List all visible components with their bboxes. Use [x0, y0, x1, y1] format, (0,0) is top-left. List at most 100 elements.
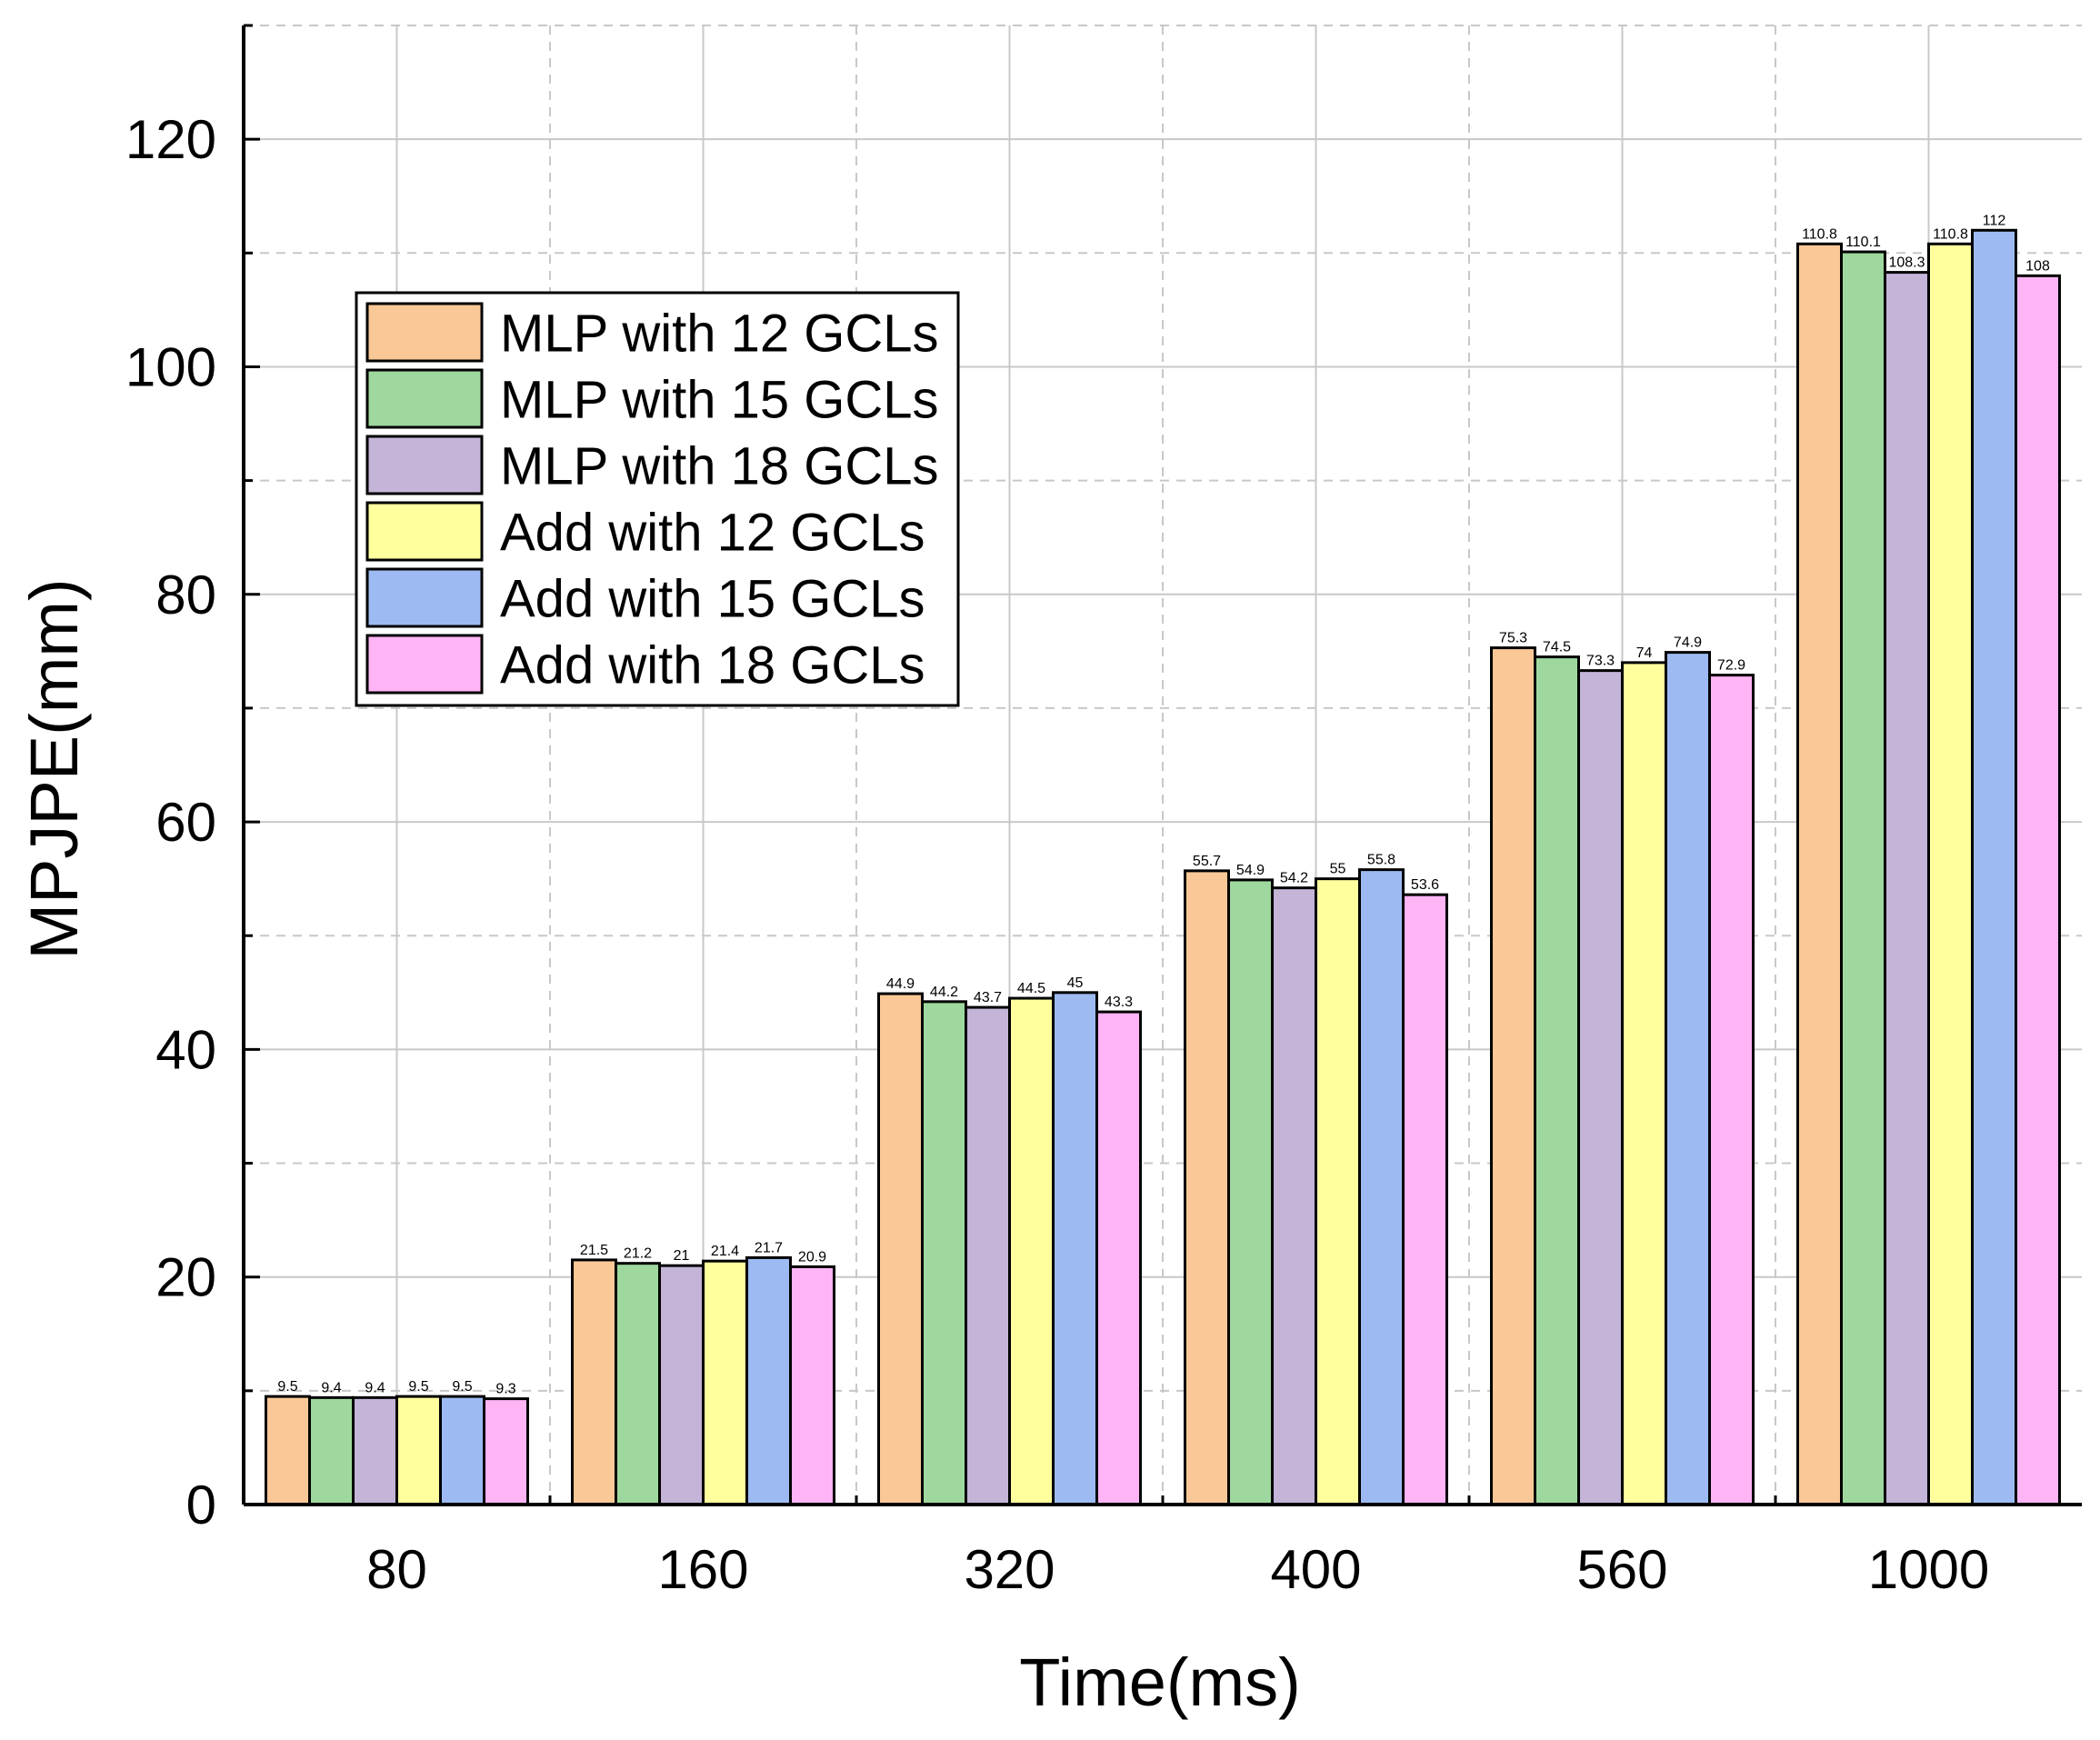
data-label: 9.3 [495, 1382, 515, 1397]
legend-swatch [365, 435, 484, 495]
data-label: 110.1 [1845, 235, 1881, 250]
x-tick-label: 80 [366, 1539, 427, 1600]
bar [1884, 271, 1930, 1506]
data-label: 72.9 [1717, 658, 1745, 674]
data-label: 74.9 [1674, 635, 1702, 651]
y-tick-label: 80 [155, 565, 216, 625]
y-tick-label: 20 [155, 1247, 216, 1308]
bar [571, 1258, 617, 1506]
data-label: 44.5 [1017, 981, 1045, 996]
legend-label: Add with 15 GCLs [500, 570, 925, 629]
data-label: 74.5 [1543, 640, 1571, 655]
bar [1271, 886, 1317, 1506]
bar [1490, 646, 1536, 1506]
data-label: 55.8 [1367, 853, 1395, 868]
axes [242, 24, 2082, 1506]
legend-swatch [365, 567, 484, 628]
bar [1402, 893, 1448, 1506]
bar [921, 1000, 967, 1506]
data-label: 112 [1983, 213, 2006, 228]
data-label: 9.5 [277, 1379, 297, 1395]
legend-swatch [365, 501, 484, 562]
x-tick-label: 320 [964, 1539, 1055, 1600]
legend-label: Add with 18 GCLs [500, 636, 925, 695]
data-label: 21.7 [755, 1240, 783, 1255]
bar [1358, 868, 1405, 1506]
y-tick-label: 60 [155, 792, 216, 853]
legend-swatch [365, 302, 484, 363]
legend-label: MLP with 12 GCLs [500, 305, 938, 364]
bar [658, 1264, 705, 1506]
bar [1577, 669, 1624, 1506]
bar [745, 1255, 792, 1506]
bars [265, 228, 2061, 1506]
data-label: 53.6 [1411, 877, 1439, 893]
x-tick-label: 160 [657, 1539, 748, 1600]
data-label: 54.2 [1280, 871, 1308, 886]
data-label: 21.5 [580, 1243, 608, 1258]
bar [877, 992, 924, 1506]
data-labels: 9.5 9.4 9.4 9.5 9.5 9.3 21.5 21.2 21 21.4 21.7 20.9… [277, 213, 2050, 1396]
y-tick-label: 40 [155, 1019, 216, 1080]
bar [1621, 661, 1667, 1506]
data-label: 9.4 [321, 1380, 341, 1395]
y-tick-label: 0 [186, 1475, 216, 1535]
data-label: 21.4 [711, 1244, 739, 1259]
data-label: 110.8 [1933, 226, 1968, 242]
tick-labels: 0 20 40 60 80 100 120 80 160 320 400 560 1000 [125, 109, 1989, 1600]
data-label: 20.9 [798, 1249, 826, 1265]
bar [1840, 250, 1886, 1506]
data-label: 74 [1636, 645, 1653, 661]
bar [1796, 242, 1843, 1506]
data-label: 43.3 [1105, 995, 1133, 1010]
x-tick-label: 400 [1270, 1539, 1361, 1600]
data-label: 108 [2025, 258, 2050, 274]
data-label: 44.2 [930, 985, 958, 1000]
data-label: 21 [674, 1248, 690, 1264]
bar [1052, 991, 1098, 1506]
data-label: 54.9 [1236, 863, 1265, 878]
legend: MLP with 12 GCLs MLP with 15 GCLs MLP with… [355, 291, 960, 707]
legend-swatch [365, 634, 484, 695]
data-label: 21.2 [624, 1246, 652, 1262]
bar [1927, 242, 1974, 1506]
bar [439, 1395, 485, 1506]
bar [2015, 274, 2061, 1506]
data-label: 73.3 [1586, 654, 1615, 669]
data-label: 9.5 [452, 1379, 472, 1395]
bar [265, 1395, 311, 1506]
bar [1315, 877, 1361, 1506]
data-label: 55 [1330, 862, 1346, 877]
bar [1227, 878, 1274, 1506]
legend-swatch [365, 368, 484, 429]
bar [1008, 996, 1055, 1506]
bar [1184, 869, 1230, 1506]
bar [965, 1005, 1011, 1506]
data-label: 75.3 [1499, 631, 1527, 646]
legend-label: Add with 12 GCLs [500, 504, 925, 563]
y-tick-label: 100 [125, 336, 216, 397]
legend-label: MLP with 18 GCLs [500, 437, 938, 496]
data-label: 45 [1067, 975, 1084, 991]
data-label: 9.4 [365, 1380, 385, 1395]
bar [1971, 228, 2017, 1506]
bar [1095, 1010, 1142, 1506]
data-label: 44.9 [886, 976, 915, 992]
bar [308, 1395, 355, 1506]
data-label: 43.7 [974, 990, 1002, 1005]
bar [702, 1259, 748, 1506]
x-axis-title: Time(ms) [1019, 1645, 1301, 1720]
x-tick-label: 1000 [1868, 1539, 1989, 1600]
bar [352, 1395, 398, 1506]
bar [615, 1262, 661, 1506]
y-axis-title: MPJPE(mm) [16, 578, 92, 959]
bar [395, 1395, 442, 1506]
bar [1665, 651, 1711, 1506]
data-label: 9.5 [408, 1379, 428, 1395]
legend-label: MLP with 15 GCLs [500, 371, 938, 430]
bar [483, 1397, 529, 1506]
data-label: 108.3 [1888, 255, 1925, 271]
data-label: 55.7 [1193, 854, 1221, 869]
